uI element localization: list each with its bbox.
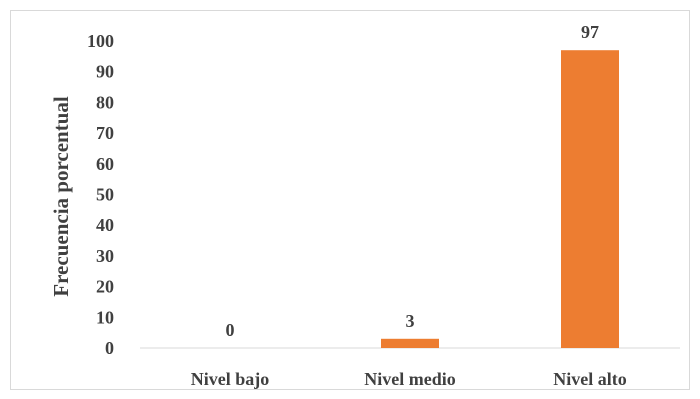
data-labels: 0 3 97 bbox=[226, 22, 600, 340]
bar bbox=[381, 338, 439, 348]
y-tick-label: 50 bbox=[96, 185, 114, 205]
y-tick-label: 30 bbox=[96, 246, 114, 266]
y-tick-label: 40 bbox=[96, 215, 114, 235]
y-tick-label: 90 bbox=[96, 62, 114, 82]
category-label: Nivel alto bbox=[553, 369, 627, 389]
data-label: 97 bbox=[581, 22, 599, 42]
y-tick-label: 100 bbox=[87, 31, 114, 51]
bars bbox=[381, 50, 619, 349]
data-label: 0 bbox=[226, 320, 235, 340]
y-tick-label: 70 bbox=[96, 123, 114, 143]
category-labels: Nivel bajo Nivel medio Nivel alto bbox=[191, 369, 627, 389]
category-label: Nivel medio bbox=[364, 369, 456, 389]
y-tick-label: 20 bbox=[96, 277, 114, 297]
y-axis-ticks: 0 10 20 30 40 50 60 70 80 90 100 bbox=[87, 31, 114, 358]
data-label: 3 bbox=[406, 311, 415, 331]
bar bbox=[561, 50, 619, 349]
y-axis-title: Frecuencia porcentual bbox=[49, 96, 73, 297]
category-label: Nivel bajo bbox=[191, 369, 270, 389]
y-tick-label: 60 bbox=[96, 154, 114, 174]
y-tick-label: 10 bbox=[96, 307, 114, 327]
y-tick-label: 0 bbox=[105, 338, 114, 358]
y-tick-label: 80 bbox=[96, 92, 114, 112]
